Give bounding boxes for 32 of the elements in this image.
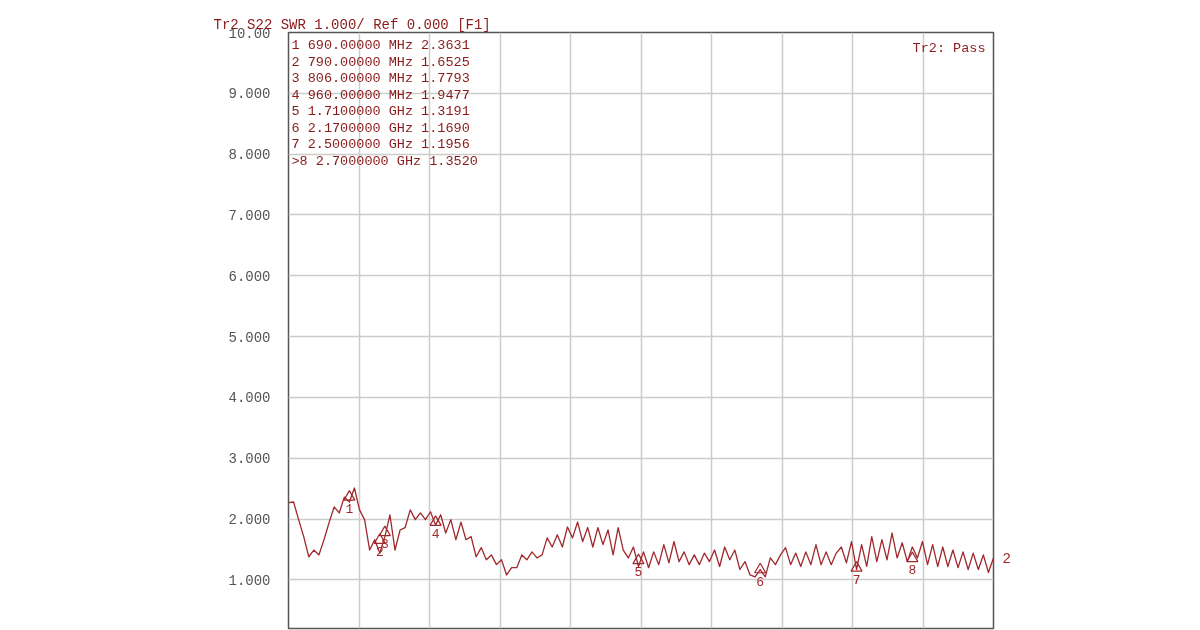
point (754, 562, 767, 574)
point (632, 553, 645, 565)
annotation: 3 806.00000 MHz 1.7793 (291, 71, 470, 86)
y-tick-label: 3.000 (228, 451, 271, 468)
y-tick-label: 4.000 (228, 390, 271, 407)
annotation: 7 2.5000000 GHz 1.1956 (291, 137, 470, 152)
annotation: Tr2: Pass (912, 41, 986, 56)
annotation: 6 2.1700000 GHz 1.1690 (291, 120, 470, 136)
point (429, 515, 442, 526)
point (850, 561, 863, 572)
y-tick-label: 2.000 (228, 512, 271, 529)
annotation: 5 1.7100000 GHz 1.3191 (291, 104, 470, 119)
annotation: 4 960.00000 MHz 1.9477 (291, 87, 470, 103)
point (906, 551, 919, 563)
y-tick-label: 6.000 (228, 268, 271, 285)
y-tick-label: 7.000 (228, 207, 271, 224)
point (343, 490, 356, 501)
annotation: 1 690.00000 MHz 2.3631 (291, 38, 470, 53)
text: 2 (1002, 550, 1011, 567)
series-label: 5 (634, 565, 643, 581)
annotation: 2 790.00000 MHz 1.6525 (291, 54, 470, 70)
point (378, 525, 391, 537)
annotation: >8 2.7000000 GHz 1.3520 (291, 153, 478, 169)
y-tick-label: 5.000 (228, 329, 271, 346)
series-label: 8 (908, 563, 917, 579)
y-tick-label: 9.000 (228, 86, 271, 103)
series-label: 6 (756, 574, 765, 590)
series-label: 7 (852, 572, 861, 588)
y-tick-label: 1.000 (228, 572, 271, 589)
y-tick-label: 8.000 (228, 147, 271, 164)
series-label: 4 (431, 527, 440, 543)
series-label: 1 (345, 501, 354, 517)
